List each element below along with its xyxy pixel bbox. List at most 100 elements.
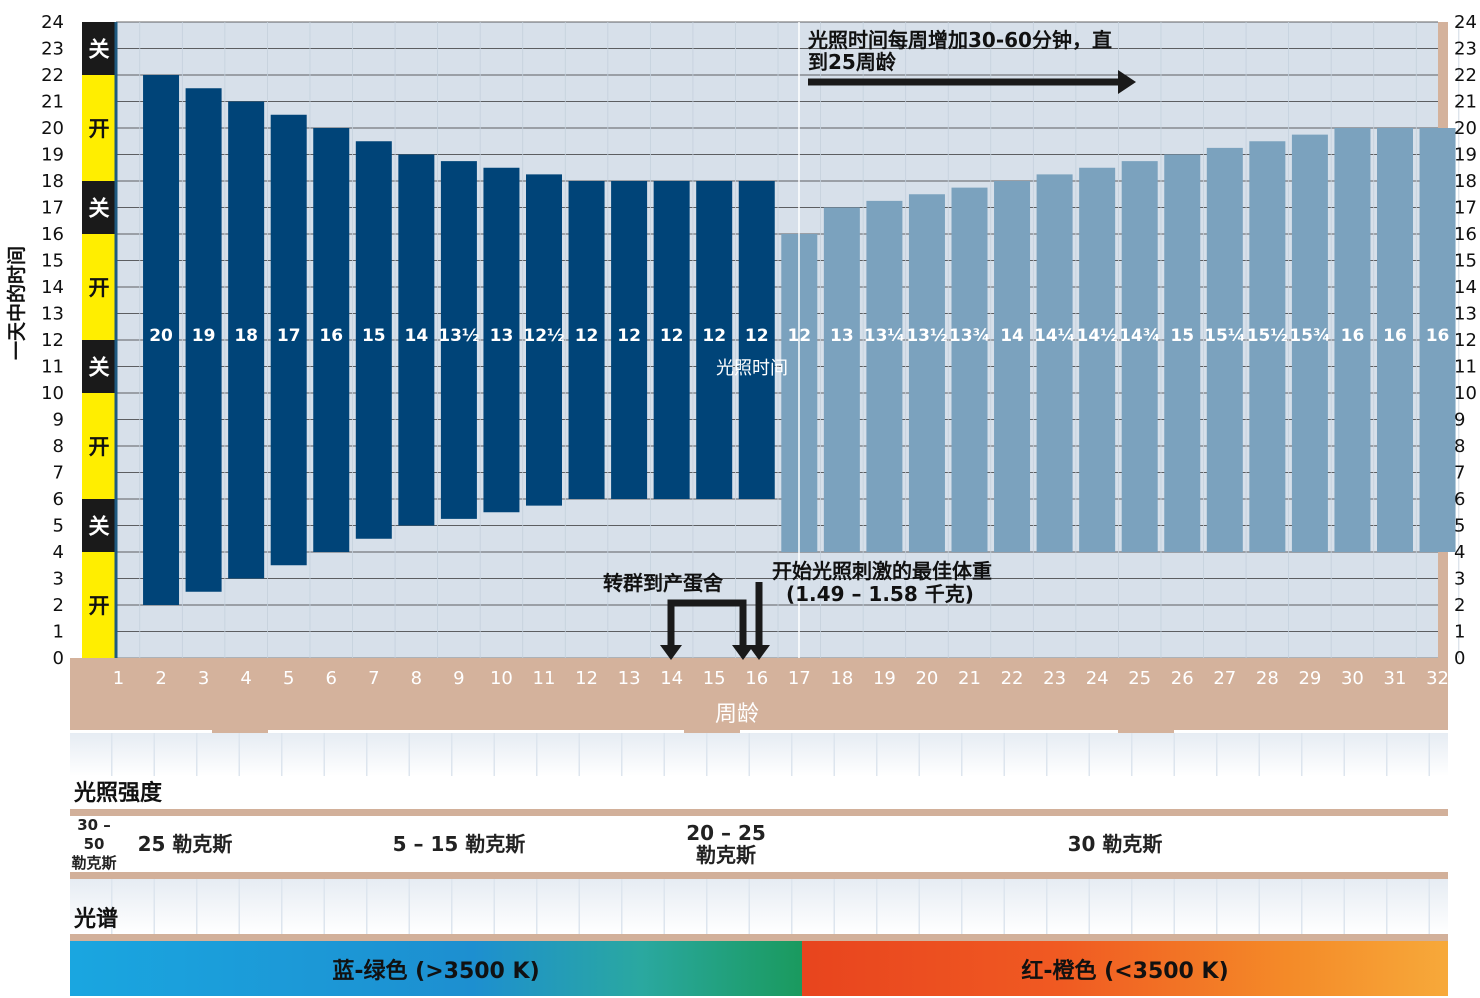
on-off-label: 开 <box>89 117 110 141</box>
y-tick-right: 1 <box>1454 622 1465 643</box>
intensity-seg-5-label: 30 勒克斯 <box>1067 832 1163 856</box>
x-tick-label: 1 <box>113 668 124 689</box>
x-tick-label: 5 <box>283 668 294 689</box>
bar-label-week-24: 14½ <box>1077 326 1118 346</box>
weight-arrow-head <box>748 645 770 660</box>
bar-label-week-21: 13¾ <box>949 326 990 346</box>
weight-note-line1: 开始光照刺激的最佳体重 <box>772 559 992 583</box>
y-tick-right: 21 <box>1454 92 1477 113</box>
intensity-seg-1-line1: 30 – 50 <box>77 815 111 853</box>
bar-label-week-27: 15¼ <box>1204 326 1245 346</box>
y-tick-left: 5 <box>53 516 64 537</box>
spectrum-red-orange: 红-橙色 (<3500 K) <box>802 941 1448 996</box>
y-tick-left: 1 <box>53 622 64 643</box>
y-tick-right: 6 <box>1454 489 1465 510</box>
x-tick-label: 7 <box>368 668 379 689</box>
x-tick-label: 19 <box>873 668 896 689</box>
on-off-segment <box>82 75 116 181</box>
y-tick-left: 24 <box>41 12 64 33</box>
transfer-arrow-head-14 <box>660 645 682 660</box>
increase-note-line1: 光照时间每周增加30-60分钟，直 <box>808 28 1112 52</box>
on-off-segment <box>82 552 116 658</box>
intensity-seg-4-line2: 勒克斯 <box>696 843 756 867</box>
bar-label-week-4: 18 <box>234 326 258 346</box>
x-tick-label: 25 <box>1128 668 1151 689</box>
on-off-segment <box>82 499 116 552</box>
intensity-seg-2-label: 25 勒克斯 <box>137 832 233 856</box>
bar-week-9 <box>440 161 477 519</box>
y-tick-right: 12 <box>1454 330 1477 351</box>
y-tick-left: 20 <box>41 118 64 139</box>
on-off-label: 开 <box>89 276 110 300</box>
y-tick-left: 7 <box>53 463 64 484</box>
y-tick-left: 2 <box>53 595 64 616</box>
y-tick-left: 13 <box>41 304 64 325</box>
on-off-label: 关 <box>89 197 110 221</box>
y-tick-left: 16 <box>41 224 64 245</box>
bar-week-14 <box>653 181 690 499</box>
y-tick-right: 15 <box>1454 251 1477 272</box>
intensity-seg-4: 20 – 25 勒克斯 <box>670 816 782 872</box>
y-tick-left: 12 <box>41 330 64 351</box>
weight-note-line2: (1.49 – 1.58 千克) <box>786 582 974 606</box>
x-tick-label: 16 <box>745 668 768 689</box>
bar-label-week-12: 12 <box>575 326 599 346</box>
y-tick-left: 4 <box>53 542 64 563</box>
bar-label-week-10: 13 <box>490 326 514 346</box>
y-tick-right: 0 <box>1454 648 1465 669</box>
bar-week-24 <box>1079 167 1116 552</box>
bar-label-week-5: 17 <box>277 326 301 346</box>
y-tick-left: 17 <box>41 198 64 219</box>
bar-label-week-3: 19 <box>192 326 216 346</box>
y-tick-left: 23 <box>41 39 64 60</box>
bar-week-23 <box>1036 174 1073 552</box>
bar-week-15 <box>696 181 733 499</box>
y-tick-right: 10 <box>1454 383 1477 404</box>
on-off-label: 关 <box>89 356 110 380</box>
y-tick-left: 9 <box>53 410 64 431</box>
x-tick-label: 28 <box>1256 668 1279 689</box>
x-tick-label: 23 <box>1043 668 1066 689</box>
x-tick-label: 15 <box>703 668 726 689</box>
x-tick-label: 13 <box>618 668 641 689</box>
y-tick-right: 19 <box>1454 145 1477 166</box>
bar-week-6 <box>313 128 350 552</box>
x-tick-label: 29 <box>1298 668 1321 689</box>
bar-week-32 <box>1419 128 1456 552</box>
bar-week-22 <box>994 181 1031 552</box>
bar-label-week-22: 14 <box>1000 326 1024 346</box>
spectrum-hatch-background <box>70 879 1448 934</box>
increase-note-line2: 到25周龄 <box>808 50 896 74</box>
bar-label-week-26: 15 <box>1170 326 1194 346</box>
bar-label-week-16: 12 <box>745 326 769 346</box>
bar-label-week-32: 16 <box>1426 326 1450 346</box>
x-tick-label: 26 <box>1171 668 1194 689</box>
y-tick-left: 14 <box>41 277 64 298</box>
x-tick-label: 14 <box>660 668 683 689</box>
on-off-label: 关 <box>89 515 110 539</box>
spectrum-title: 光谱 <box>74 907 119 932</box>
intensity-seg-2: 25 勒克斯 <box>122 816 248 872</box>
bar-label-week-31: 16 <box>1383 326 1407 346</box>
bar-label-week-2: 20 <box>149 326 173 346</box>
y-tick-right: 24 <box>1454 12 1477 33</box>
y-tick-left: 21 <box>41 92 64 113</box>
x-tick-label: 24 <box>1086 668 1109 689</box>
bar-label-week-8: 14 <box>405 326 429 346</box>
x-tick-label: 30 <box>1341 668 1364 689</box>
bar-label-week-11: 12½ <box>523 326 564 346</box>
bar-week-18 <box>823 207 860 552</box>
y-tick-right: 16 <box>1454 224 1477 245</box>
y-axis-label: 一天中的时间 <box>6 245 28 360</box>
spectrum-red-label: 红-橙色 (<3500 K) <box>1021 958 1229 984</box>
y-tick-left: 3 <box>53 569 64 590</box>
bar-week-3 <box>185 88 222 592</box>
bar-label-week-14: 12 <box>660 326 684 346</box>
bar-label-week-6: 16 <box>319 326 343 346</box>
x-axis-title: 周龄 <box>715 702 760 727</box>
y-tick-left: 8 <box>53 436 64 457</box>
transfer-note: 转群到产蛋舍 <box>603 571 723 595</box>
x-tick-label: 22 <box>1001 668 1024 689</box>
y-tick-left: 0 <box>53 648 64 669</box>
